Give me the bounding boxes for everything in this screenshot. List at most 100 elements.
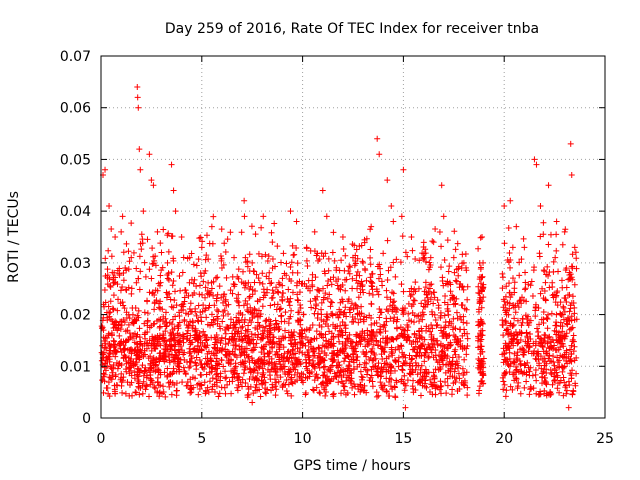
data-point	[199, 238, 206, 245]
data-point	[349, 275, 356, 282]
data-point	[335, 379, 342, 386]
data-point	[417, 333, 424, 340]
data-point	[306, 369, 313, 376]
data-point	[170, 257, 177, 264]
data-point	[517, 357, 524, 364]
data-point	[133, 359, 140, 366]
data-point	[409, 247, 416, 254]
data-point	[527, 364, 534, 371]
data-point	[251, 367, 258, 374]
data-point	[419, 309, 426, 316]
data-point	[292, 354, 299, 361]
data-point	[327, 366, 334, 373]
data-point	[297, 305, 304, 312]
data-point	[164, 259, 171, 266]
data-point	[282, 327, 289, 334]
data-point	[235, 299, 242, 306]
data-point	[191, 334, 198, 341]
data-point	[209, 364, 216, 371]
x-tick-label: 15	[394, 431, 412, 447]
data-point	[309, 271, 316, 278]
data-point	[366, 312, 373, 319]
data-point	[540, 309, 547, 316]
data-point	[137, 367, 144, 374]
data-point	[423, 258, 430, 265]
data-point	[213, 332, 220, 339]
data-point	[363, 360, 370, 367]
data-point	[503, 387, 510, 394]
data-point	[277, 374, 284, 381]
data-point	[107, 298, 114, 305]
data-point	[526, 372, 533, 379]
data-point	[281, 350, 288, 357]
data-point	[126, 330, 133, 337]
data-point	[293, 358, 300, 365]
data-point	[328, 281, 335, 288]
data-point	[135, 347, 142, 354]
data-point	[354, 305, 361, 312]
data-point	[370, 350, 377, 357]
data-point	[383, 388, 390, 395]
data-point	[231, 351, 238, 358]
data-point	[110, 276, 117, 283]
data-point	[242, 345, 249, 352]
data-point	[333, 264, 340, 271]
data-point	[426, 259, 433, 266]
data-point	[381, 382, 388, 389]
data-point	[121, 305, 128, 312]
data-point	[367, 226, 374, 233]
data-point	[569, 367, 576, 374]
data-point	[137, 268, 144, 275]
data-point	[436, 352, 443, 359]
data-point	[167, 343, 174, 350]
data-point	[163, 289, 170, 296]
data-point	[379, 356, 386, 363]
data-point	[316, 345, 323, 352]
data-point	[267, 318, 274, 325]
data-point	[409, 309, 416, 316]
data-point	[194, 317, 201, 324]
data-point	[135, 275, 142, 282]
data-point	[426, 264, 433, 271]
data-point	[346, 372, 353, 379]
data-point	[234, 370, 241, 377]
data-point	[387, 264, 394, 271]
data-point	[461, 382, 468, 389]
data-point	[571, 310, 578, 317]
data-point	[463, 345, 470, 352]
data-point	[222, 335, 229, 342]
data-point	[204, 288, 211, 295]
data-point	[414, 349, 421, 356]
data-point	[516, 259, 523, 266]
data-point	[225, 359, 232, 366]
data-point	[305, 354, 312, 361]
data-point	[160, 226, 167, 233]
data-point	[299, 349, 306, 356]
data-point	[273, 379, 280, 386]
data-point	[506, 250, 513, 257]
data-point	[539, 344, 546, 351]
data-point	[548, 371, 555, 378]
data-point	[156, 324, 163, 331]
data-point	[129, 360, 136, 367]
data-point	[135, 378, 142, 385]
data-point	[349, 351, 356, 358]
data-point	[231, 373, 238, 380]
data-point	[249, 399, 256, 406]
data-point	[314, 355, 321, 362]
data-point	[419, 343, 426, 350]
data-point	[379, 386, 386, 393]
data-point	[187, 300, 194, 307]
data-point	[502, 318, 509, 325]
data-point	[188, 250, 195, 257]
data-point	[149, 290, 156, 297]
data-point	[507, 256, 514, 263]
data-point	[141, 309, 148, 316]
data-point	[142, 364, 149, 371]
data-point	[436, 229, 443, 236]
data-point	[183, 336, 190, 343]
data-point	[108, 365, 115, 372]
data-point	[153, 355, 160, 362]
data-point	[154, 388, 161, 395]
data-point	[368, 321, 375, 328]
